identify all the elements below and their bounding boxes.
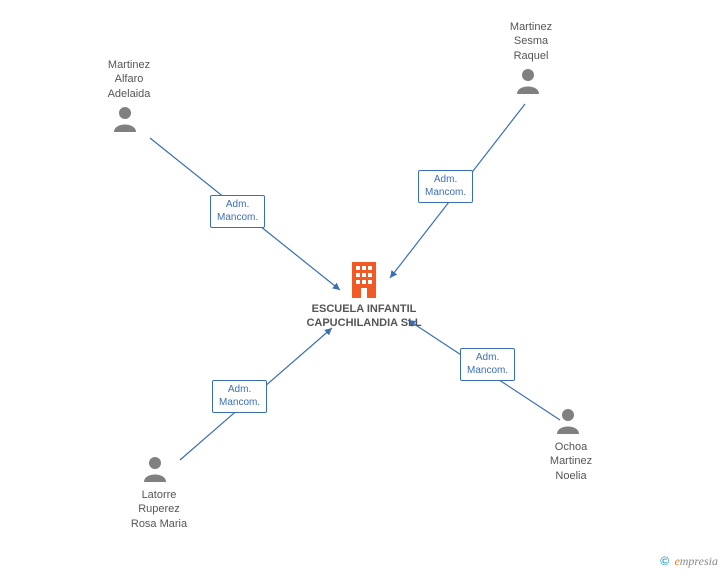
edge-label-2: Adm. Mancom. xyxy=(418,170,473,203)
edge-label-3: Adm. Mancom. xyxy=(212,380,267,413)
person-label-1: Martinez Alfaro Adelaida xyxy=(98,58,160,101)
person-icon-1 xyxy=(111,104,139,132)
footer-watermark: © empresia xyxy=(660,554,718,569)
edge-label-4: Adm. Mancom. xyxy=(460,348,515,381)
company-label: ESCUELA INFANTIL CAPUCHILANDIA SLL xyxy=(300,302,428,331)
person-label-4: Ochoa Martinez Noelia xyxy=(540,440,602,483)
person-label-3: Latorre Ruperez Rosa Maria xyxy=(123,488,195,531)
edge-label-1: Adm. Mancom. xyxy=(210,195,265,228)
person-label-2: Martinez Sesma Raquel xyxy=(500,20,562,63)
brand-rest: mpresia xyxy=(680,554,718,568)
person-icon-2 xyxy=(514,66,542,94)
person-icon-3 xyxy=(141,454,169,482)
person-icon-4 xyxy=(554,406,582,434)
company-icon xyxy=(347,260,381,300)
copyright-icon: © xyxy=(660,554,669,568)
